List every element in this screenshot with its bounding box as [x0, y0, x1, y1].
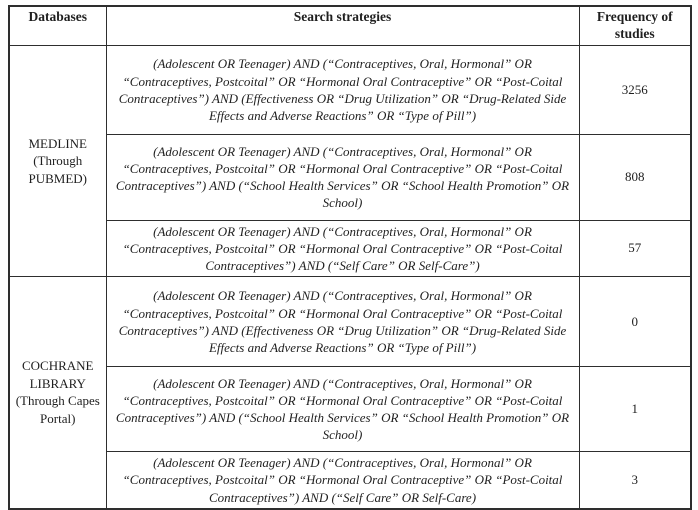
header-row: Databases Search strategies Frequency of… [8, 5, 692, 46]
table-row: (Adolescent OR Teenager) AND (“Contracep… [9, 451, 692, 510]
strategy-cell: (Adolescent OR Teenager) AND (“Contracep… [105, 219, 580, 278]
strategy-cell: (Adolescent OR Teenager) AND (“Contracep… [105, 276, 580, 368]
strategy-cell: (Adolescent OR Teenager) AND (“Contracep… [105, 44, 580, 135]
table-row: (Adolescent OR Teenager) AND (“Contracep… [9, 133, 692, 221]
frequency-cell: 0 [578, 276, 692, 368]
table-row: (Adolescent OR Teenager) AND (“Contracep… [9, 366, 692, 453]
strategy-cell: (Adolescent OR Teenager) AND (“Contracep… [105, 451, 580, 510]
strategy-cell: (Adolescent OR Teenager) AND (“Contracep… [105, 366, 580, 453]
search-strategies-table: Databases Search strategies Frequency of… [8, 5, 692, 510]
database-cell-cochrane: COCHRANE LIBRARY (Through Capes Portal) [8, 276, 107, 510]
header-search-strategies: Search strategies [105, 5, 580, 46]
frequency-cell: 808 [578, 133, 692, 221]
frequency-cell: 3256 [578, 44, 692, 135]
frequency-cell: 57 [578, 219, 692, 278]
frequency-cell: 3 [578, 451, 692, 510]
strategy-cell: (Adolescent OR Teenager) AND (“Contracep… [105, 133, 580, 221]
header-databases: Databases [8, 5, 107, 46]
table-row: COCHRANE LIBRARY (Through Capes Portal) … [8, 276, 692, 510]
table-row: (Adolescent OR Teenager) AND (“Contracep… [9, 219, 692, 278]
header-frequency: Frequency of studies [578, 5, 692, 46]
frequency-cell: 1 [578, 366, 692, 453]
table-row: MEDLINE (Through PUBMED) (Adolescent OR … [8, 44, 692, 278]
database-cell-medline: MEDLINE (Through PUBMED) [8, 44, 107, 278]
